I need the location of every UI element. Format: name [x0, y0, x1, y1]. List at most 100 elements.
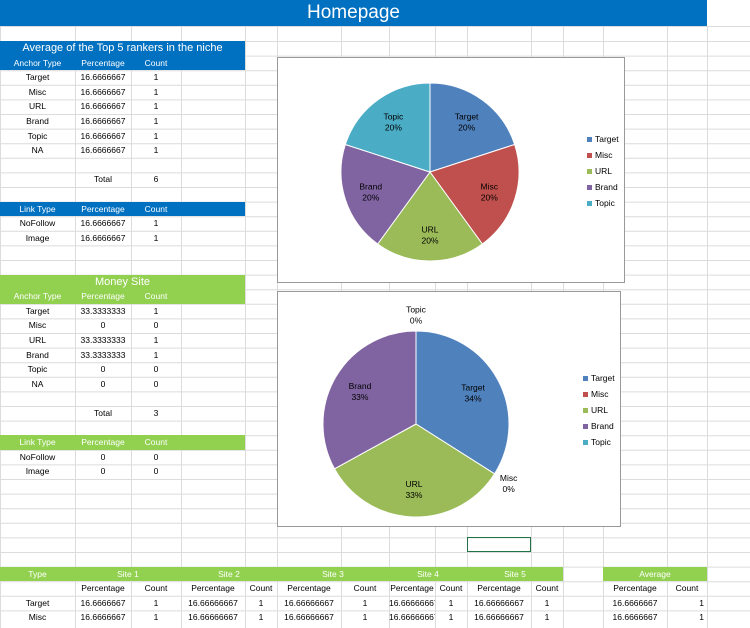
section2-anchor-label[interactable]: Topic [27, 364, 48, 375]
section2-anchor-label[interactable]: Misc [28, 320, 47, 331]
pie-slice-brand[interactable] [340, 143, 431, 245]
bottom-site-count[interactable]: 1 [153, 612, 159, 623]
section2-link-percentage[interactable]: 0 [100, 451, 106, 462]
section2-link-header-2: Count [131, 435, 181, 450]
legend-swatch-url [583, 408, 588, 413]
pie-label-category: Target [455, 112, 479, 122]
section2-link-count[interactable]: 0 [153, 451, 159, 462]
section2-anchor-count[interactable]: 1 [153, 335, 159, 345]
section1-anchor-label[interactable]: Target [25, 72, 50, 83]
bottom-site-percentage[interactable]: 16.66666667 [284, 597, 334, 608]
bottom-site-count[interactable]: 1 [544, 612, 550, 623]
section1-link-count[interactable]: 1 [153, 218, 159, 229]
section2-anchor-label[interactable]: Brand [26, 349, 49, 360]
pie-label-category: Topic [406, 304, 427, 314]
bottom-average-percentage[interactable]: 16.6666667 [612, 612, 658, 623]
section1-link-percentage[interactable]: 16.6666667 [80, 232, 126, 243]
section2-anchor-percentage[interactable]: 0 [100, 364, 106, 375]
pie-chart-2[interactable]: Target 34% Misc 0% URL 33% Brand 33% Topic 0% Targ… [277, 291, 621, 527]
bottom-site-count[interactable]: 1 [362, 597, 368, 608]
section1-link-label[interactable]: Image [25, 232, 50, 243]
section1-total-label[interactable]: Total [94, 174, 112, 185]
section1-anchor-label[interactable]: Misc [28, 86, 47, 97]
section2-link-percentage[interactable]: 0 [100, 466, 106, 477]
section1-link-label[interactable]: NoFollow [19, 218, 56, 229]
section2-link-label[interactable]: NoFollow [19, 451, 56, 462]
section1-anchor-percentage[interactable]: 16.6666667 [80, 72, 126, 83]
section2-anchor-percentage[interactable]: 33.3333333 [80, 335, 126, 345]
section2-anchor-percentage[interactable]: 0 [100, 378, 106, 389]
section2-anchor-count[interactable]: 0 [153, 364, 159, 375]
section1-anchor-percentage[interactable]: 16.6666667 [80, 130, 126, 141]
section1-anchor-count[interactable]: 1 [153, 72, 159, 83]
bottom-site-percentage[interactable]: 16.66666667 [389, 612, 435, 623]
section1-anchor-label[interactable]: URL [28, 101, 46, 112]
section1-anchor-label[interactable]: Brand [26, 116, 49, 126]
section2-anchor-count[interactable]: 1 [153, 305, 159, 316]
legend-swatch-target [587, 137, 592, 142]
section2-link-count[interactable]: 0 [153, 466, 159, 477]
bottom-site-percentage[interactable]: 16.66666667 [474, 612, 524, 623]
legend-label-target: Target [595, 134, 619, 144]
bottom-site-percentage[interactable]: 16.66666667 [188, 597, 238, 608]
section1-link-count[interactable]: 1 [153, 232, 159, 243]
section1-anchor-percentage[interactable]: 16.6666667 [80, 145, 126, 156]
section2-total-value[interactable]: 3 [153, 408, 159, 418]
bottom-site-percentage[interactable]: 16.6666667 [80, 612, 126, 623]
bottom-site-count[interactable]: 1 [258, 612, 264, 623]
pie-label-category: Misc [500, 473, 518, 483]
section2-total-label[interactable]: Total [94, 408, 112, 418]
section2-anchor-percentage[interactable]: 0 [100, 320, 106, 331]
section2-link-label[interactable]: Image [25, 466, 50, 477]
section2-anchor-count[interactable]: 1 [153, 349, 159, 360]
bottom-site-count[interactable]: 1 [544, 597, 550, 608]
section1-anchor-label[interactable]: Topic [27, 130, 48, 141]
section1-anchor-label[interactable]: NA [31, 145, 44, 156]
section2-anchor-label[interactable]: Target [25, 305, 50, 316]
section1-anchor-percentage[interactable]: 16.6666667 [80, 116, 126, 126]
legend-label-brand: Brand [591, 421, 614, 431]
section1-anchor-count[interactable]: 1 [153, 101, 159, 112]
bottom-row-label[interactable]: Target [25, 597, 50, 608]
section1-header-1: Percentage [75, 55, 131, 71]
bottom-average-count[interactable]: 1 [699, 612, 704, 623]
pie-slice-misc[interactable] [429, 143, 520, 245]
section1-anchor-count[interactable]: 1 [153, 116, 159, 126]
bottom-count-subheader: Count [249, 583, 273, 594]
section1-anchor-count[interactable]: 1 [153, 145, 159, 156]
bottom-site-count[interactable]: 1 [153, 597, 159, 608]
bottom-site-percentage[interactable]: 16.66666667 [474, 597, 524, 608]
section2-anchor-count[interactable]: 0 [153, 320, 159, 331]
pie-label-category: Target [461, 383, 485, 393]
bottom-site-percentage[interactable]: 16.66666667 [284, 612, 334, 623]
section1-anchor-percentage[interactable]: 16.6666667 [80, 86, 126, 97]
bottom-site-count[interactable]: 1 [258, 597, 264, 608]
section2-anchor-label[interactable]: URL [28, 335, 46, 345]
bottom-site-percentage[interactable]: 16.66666667 [389, 597, 435, 608]
section2-anchor-percentage[interactable]: 33.3333333 [80, 349, 126, 360]
section1-total-value[interactable]: 6 [153, 174, 159, 185]
section2-anchor-percentage[interactable]: 33.3333333 [80, 305, 126, 316]
pie-label-percent: 0% [410, 315, 423, 325]
bottom-average-percentage[interactable]: 16.6666667 [612, 597, 658, 608]
pie-chart-1[interactable]: Target 20% Misc 20% URL 20% Brand 20% Topic 20% Ta… [277, 57, 625, 283]
legend-label-target: Target [591, 373, 615, 383]
section2-anchor-label[interactable]: NA [31, 378, 44, 389]
bottom-average-count[interactable]: 1 [699, 597, 704, 608]
bottom-site-count[interactable]: 1 [448, 612, 454, 623]
bottom-site-count[interactable]: 1 [448, 597, 454, 608]
bottom-site-count[interactable]: 1 [362, 612, 368, 623]
section1-anchor-count[interactable]: 1 [153, 86, 159, 97]
selected-cell[interactable] [467, 537, 531, 552]
bottom-row-label[interactable]: Misc [28, 612, 47, 623]
bottom-site-header: Site 3 [277, 566, 389, 582]
section1-anchor-percentage[interactable]: 16.6666667 [80, 101, 126, 112]
bottom-site-percentage[interactable]: 16.66666667 [188, 612, 238, 623]
section1-anchor-count[interactable]: 1 [153, 130, 159, 141]
bottom-count-subheader: Count [535, 583, 559, 594]
bottom-site-percentage[interactable]: 16.6666667 [80, 597, 126, 608]
section1-link-percentage[interactable]: 16.6666667 [80, 218, 126, 229]
legend-label-topic: Topic [591, 437, 612, 447]
section2-anchor-count[interactable]: 0 [153, 378, 159, 389]
